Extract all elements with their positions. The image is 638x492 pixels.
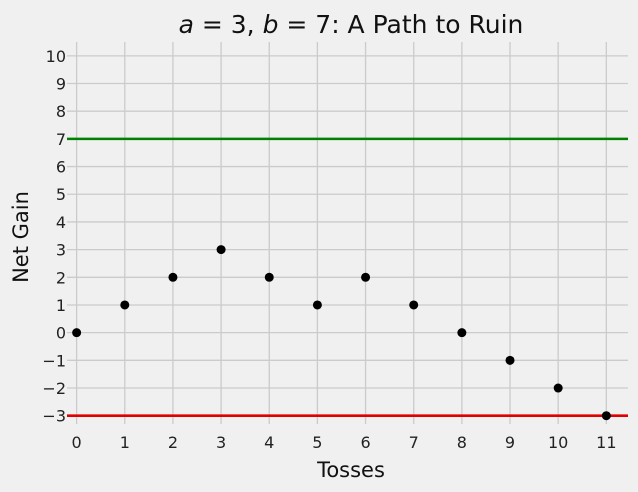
y-tick-label: 3 — [56, 241, 66, 260]
data-points — [72, 245, 611, 421]
x-tick-label: 11 — [596, 433, 616, 452]
data-point — [216, 245, 226, 255]
x-tick-label: 10 — [548, 433, 568, 452]
data-point — [457, 328, 467, 338]
x-tick-label: 3 — [216, 433, 226, 452]
title-a-var: a — [179, 10, 194, 39]
reference-lines — [67, 137, 628, 417]
x-tick-label: 1 — [120, 433, 130, 452]
chart-title: a = 3, b = 7: A Path to Ruin — [179, 10, 524, 39]
x-tick-label: 2 — [168, 433, 178, 452]
y-tick-label: −1 — [42, 351, 66, 370]
y-tick-label: 8 — [56, 102, 66, 121]
title-rest: : A Path to Ruin — [331, 10, 523, 39]
data-point — [361, 272, 371, 282]
y-tick-label: 1 — [56, 296, 66, 315]
y-tick-label: −2 — [42, 379, 66, 398]
x-axis-label: Tosses — [316, 458, 385, 482]
x-tick-labels: 0 1 2 3 4 5 6 7 8 9 10 11 — [72, 433, 617, 452]
title-b-var: b — [263, 10, 279, 39]
x-tick-label: 5 — [312, 433, 322, 452]
x-tick-label: 4 — [264, 433, 274, 452]
data-point — [120, 300, 130, 310]
y-tick-label: 2 — [56, 268, 66, 287]
x-tick-label: 8 — [457, 433, 467, 452]
data-point — [72, 328, 82, 338]
y-tick-labels: −3 −2 −1 0 1 2 3 4 5 6 7 8 9 10 — [42, 47, 66, 426]
data-point — [264, 272, 274, 282]
y-tick-label: 6 — [56, 158, 66, 177]
title-a-eq: = 3, — [194, 10, 263, 39]
y-tick-label: −3 — [42, 407, 66, 426]
x-tick-label: 0 — [72, 433, 82, 452]
data-point — [505, 355, 515, 365]
x-tick-label: 7 — [409, 433, 419, 452]
x-tick-label: 9 — [505, 433, 515, 452]
data-point — [409, 300, 419, 310]
y-tick-label: 4 — [56, 213, 66, 232]
data-point — [312, 300, 322, 310]
x-tick-label: 6 — [360, 433, 370, 452]
title-b-eq: = 7 — [278, 10, 331, 39]
y-tick-label: 5 — [56, 185, 66, 204]
y-tick-label: 10 — [46, 47, 66, 66]
y-tick-label: 0 — [56, 324, 66, 343]
y-tick-label: 7 — [56, 130, 66, 149]
y-axis-label: Net Gain — [9, 191, 33, 283]
y-tick-label: 9 — [56, 75, 66, 94]
data-point — [553, 383, 563, 393]
data-point — [168, 272, 178, 282]
data-point — [601, 411, 611, 421]
